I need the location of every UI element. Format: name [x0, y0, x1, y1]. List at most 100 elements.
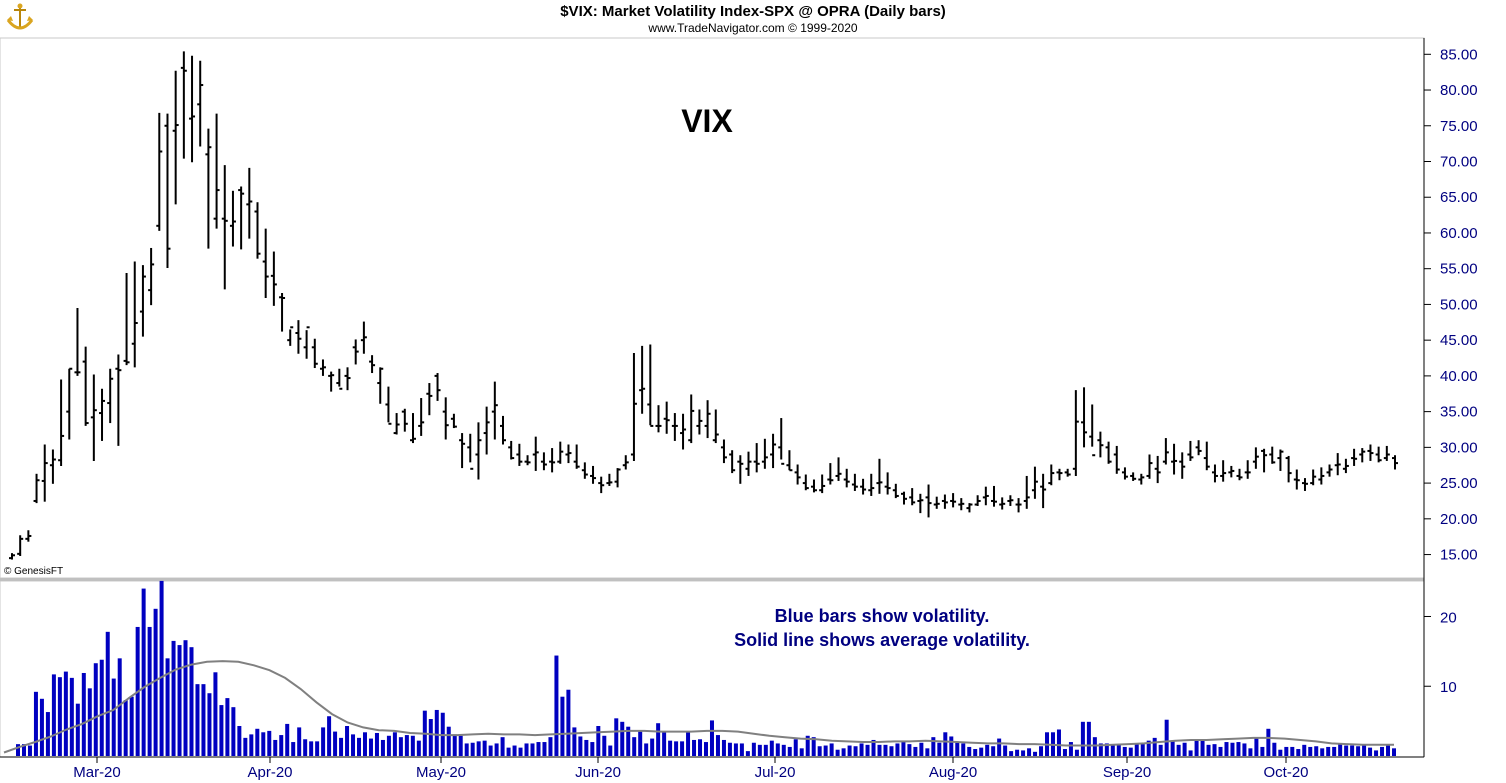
ohlc-bar — [279, 292, 286, 332]
volatility-bar — [1212, 744, 1217, 756]
volatility-bar — [907, 744, 912, 756]
volatility-bar — [386, 735, 391, 756]
ohlc-bar — [696, 409, 703, 435]
ohlc-bar — [508, 440, 515, 460]
volatility-bar — [1368, 747, 1373, 756]
ohlc-bar — [1072, 390, 1079, 476]
volatility-bar — [117, 658, 122, 756]
ohlc-bar — [409, 413, 416, 444]
ohlc-bar — [246, 167, 253, 239]
y-tick-label: 45.00 — [1440, 332, 1478, 349]
ohlc-bar — [107, 368, 114, 424]
ohlc-bar — [1097, 431, 1104, 458]
volatility-bar — [775, 743, 780, 756]
volatility-bar — [81, 672, 86, 756]
ohlc-bar — [516, 443, 523, 466]
volatility-bar — [1062, 749, 1067, 756]
volatility-bar — [811, 737, 816, 756]
volatility-bar — [680, 741, 685, 756]
volatility-bar — [27, 745, 32, 756]
volatility-bar — [1332, 746, 1337, 756]
volatility-bar — [195, 684, 200, 756]
volatility-bar — [315, 741, 320, 756]
ohlc-bar — [491, 381, 498, 440]
ohlc-bar — [860, 478, 867, 495]
ohlc-bar — [1252, 447, 1259, 469]
ohlc-bar — [262, 228, 269, 298]
volatility-bar — [1104, 743, 1109, 756]
volatility-bar — [165, 658, 170, 756]
volatility-bar — [464, 743, 469, 756]
volatility-bar — [1152, 737, 1157, 756]
volatility-bar — [159, 580, 164, 756]
volatility-bar — [620, 721, 625, 756]
volatility-bar — [39, 698, 44, 756]
ohlc-bar — [688, 394, 695, 444]
x-tick-label: Jul-20 — [755, 764, 796, 781]
ohlc-bar — [1269, 446, 1276, 464]
volatility-y-axis: 10 20 — [1424, 609, 1457, 696]
average-volatility-polyline — [3, 660, 1394, 754]
volatility-bar — [345, 726, 350, 756]
volatility-bar — [554, 655, 559, 756]
ohlc-bar — [426, 383, 433, 416]
volatility-bar — [261, 732, 266, 756]
volatility-bar — [1386, 745, 1391, 756]
volatility-bar — [512, 745, 517, 756]
ohlc-bar — [974, 495, 981, 506]
volatility-bar — [823, 745, 828, 756]
ohlc-bar — [1375, 446, 1382, 463]
volatility-bar — [1056, 729, 1061, 756]
volatility-bar — [757, 744, 762, 756]
volatility-bar — [560, 696, 565, 756]
ohlc-bar — [909, 488, 916, 506]
ohlc-bar — [1228, 465, 1235, 478]
ohlc-bar — [933, 496, 940, 509]
volatility-bar — [327, 716, 332, 756]
volatility-bar — [494, 743, 499, 756]
volatility-bar — [333, 731, 338, 756]
ohlc-bar — [786, 450, 793, 472]
ohlc-bar — [483, 406, 490, 455]
volatility-bar — [201, 684, 206, 756]
price-y-axis: 15.00 20.00 25.00 30.00 35.00 40.00 45.00 50.00… — [1424, 46, 1478, 564]
ohlc-bar — [311, 338, 318, 369]
volatility-bar — [51, 674, 56, 756]
volatility-bar — [428, 719, 433, 756]
ohlc-bar — [385, 386, 392, 425]
volatility-bar — [1158, 744, 1163, 756]
volatility-bar — [536, 742, 541, 756]
volatility-bar — [961, 743, 966, 756]
ohlc-bar — [1113, 445, 1120, 474]
ohlc-bar — [229, 190, 236, 247]
ohlc-bar — [606, 473, 613, 486]
ohlc-bar — [9, 553, 15, 560]
volatility-bar — [596, 726, 601, 756]
ohlc-bar — [876, 458, 883, 494]
ohlc-bar — [344, 367, 351, 391]
volatility-bar — [1003, 745, 1008, 756]
ohlc-bar — [1121, 467, 1128, 480]
volatility-bar — [1344, 745, 1349, 756]
volatility-bar — [692, 739, 697, 756]
volatility-bar — [285, 723, 290, 756]
ohlc-bar — [328, 371, 335, 392]
volatility-bar — [733, 743, 738, 756]
ohlc-bar — [352, 339, 359, 365]
y-tick-label: 75.00 — [1440, 118, 1478, 135]
volatility-bar — [231, 707, 236, 756]
volatility-bar — [123, 700, 128, 756]
ohlc-bar — [851, 473, 858, 491]
volatility-bar — [368, 738, 373, 756]
volatility-bar — [1254, 737, 1259, 756]
volatility-annotation-line2: Solid line shows average volatility. — [734, 630, 1030, 650]
volatility-bar — [452, 734, 457, 756]
volatility-bar — [1164, 719, 1169, 756]
volatility-bar — [997, 738, 1002, 756]
volatility-bar — [931, 737, 936, 756]
volatility-bar — [1128, 747, 1133, 756]
volatility-bar — [985, 744, 990, 756]
volatility-bar — [518, 747, 523, 756]
volatility-bar — [1296, 749, 1301, 756]
ohlc-bar — [966, 503, 973, 513]
